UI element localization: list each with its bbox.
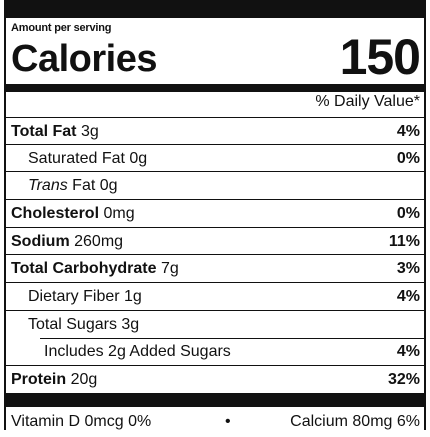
nutrient-name: Protein bbox=[11, 371, 67, 388]
nutrient-amount: 0g bbox=[129, 150, 148, 167]
amount-per-serving: Amount per serving bbox=[11, 22, 112, 34]
protein-rule bbox=[6, 393, 424, 407]
nutrient-amount: 0g bbox=[99, 177, 118, 194]
nutrient-name: Includes 2g Added Sugars bbox=[44, 343, 231, 360]
daily-value: 32% bbox=[387, 371, 420, 388]
nutrient-name: Cholesterol bbox=[11, 205, 100, 222]
daily-value: 3% bbox=[396, 260, 420, 277]
nutrient-name: Total Fat bbox=[11, 123, 77, 140]
row-sodium: Sodium 260mg 11% bbox=[6, 227, 424, 255]
nutrient-name: Dietary Fiber bbox=[28, 288, 120, 305]
row-total-carbohydrate: Total Carbohydrate 7g 3% bbox=[6, 254, 424, 282]
nutrient-name: Total Sugars bbox=[28, 316, 117, 333]
nutrient-amount: 3g bbox=[80, 123, 99, 140]
nutrient-name: Trans bbox=[28, 177, 68, 194]
nutrient-name: Total Carbohydrate bbox=[11, 260, 157, 277]
nutrient-name-suffix: Fat bbox=[72, 177, 96, 194]
bullet-separator: • bbox=[225, 413, 231, 430]
daily-value: 4% bbox=[396, 343, 420, 360]
nutrient-name: Saturated Fat bbox=[28, 150, 125, 167]
nutrient-amount: 3g bbox=[121, 316, 140, 333]
row-saturated-fat: Saturated Fat 0g 0% bbox=[6, 144, 424, 172]
calories-value: 150 bbox=[339, 29, 421, 85]
calories-label: Calories bbox=[11, 38, 157, 80]
vitamin-d: Vitamin D 0mcg 0% bbox=[11, 413, 152, 430]
nutrient-amount: 1g bbox=[124, 288, 142, 305]
daily-value: 11% bbox=[388, 233, 420, 250]
nutrient-name: Sodium bbox=[11, 233, 70, 250]
row-cholesterol: Cholesterol 0mg 0% bbox=[6, 199, 424, 227]
nutrient-amount: 20g bbox=[70, 371, 98, 388]
top-rule bbox=[6, 0, 424, 18]
nutrition-facts-panel: Amount per serving Calories 150 % Daily … bbox=[4, 0, 426, 430]
row-total-fat: Total Fat 3g 4% bbox=[6, 117, 424, 145]
daily-value: 0% bbox=[396, 150, 420, 167]
daily-value-header: % Daily Value* bbox=[315, 93, 420, 110]
vitamins-row: Vitamin D 0mcg 0% • Calcium 80mg 6% bbox=[6, 407, 424, 430]
calories-rule bbox=[6, 84, 424, 92]
row-added-sugars: Includes 2g Added Sugars 4% bbox=[6, 338, 424, 365]
daily-value: 4% bbox=[396, 123, 420, 140]
row-dietary-fiber: Dietary Fiber 1g 4% bbox=[6, 282, 424, 310]
daily-value: 0% bbox=[396, 205, 420, 222]
nutrient-amount: 7g bbox=[160, 260, 179, 277]
row-total-sugars: Total Sugars 3g bbox=[6, 310, 424, 338]
nutrient-amount: 0mg bbox=[103, 205, 135, 222]
added-sugars-rule bbox=[40, 338, 424, 339]
daily-value: 4% bbox=[396, 288, 420, 305]
calcium: Calcium 80mg 6% bbox=[290, 413, 420, 430]
nutrient-amount: 260mg bbox=[74, 233, 124, 250]
row-protein: Protein 20g 32% bbox=[6, 365, 424, 393]
row-trans-fat: Trans Fat 0g bbox=[6, 171, 424, 199]
